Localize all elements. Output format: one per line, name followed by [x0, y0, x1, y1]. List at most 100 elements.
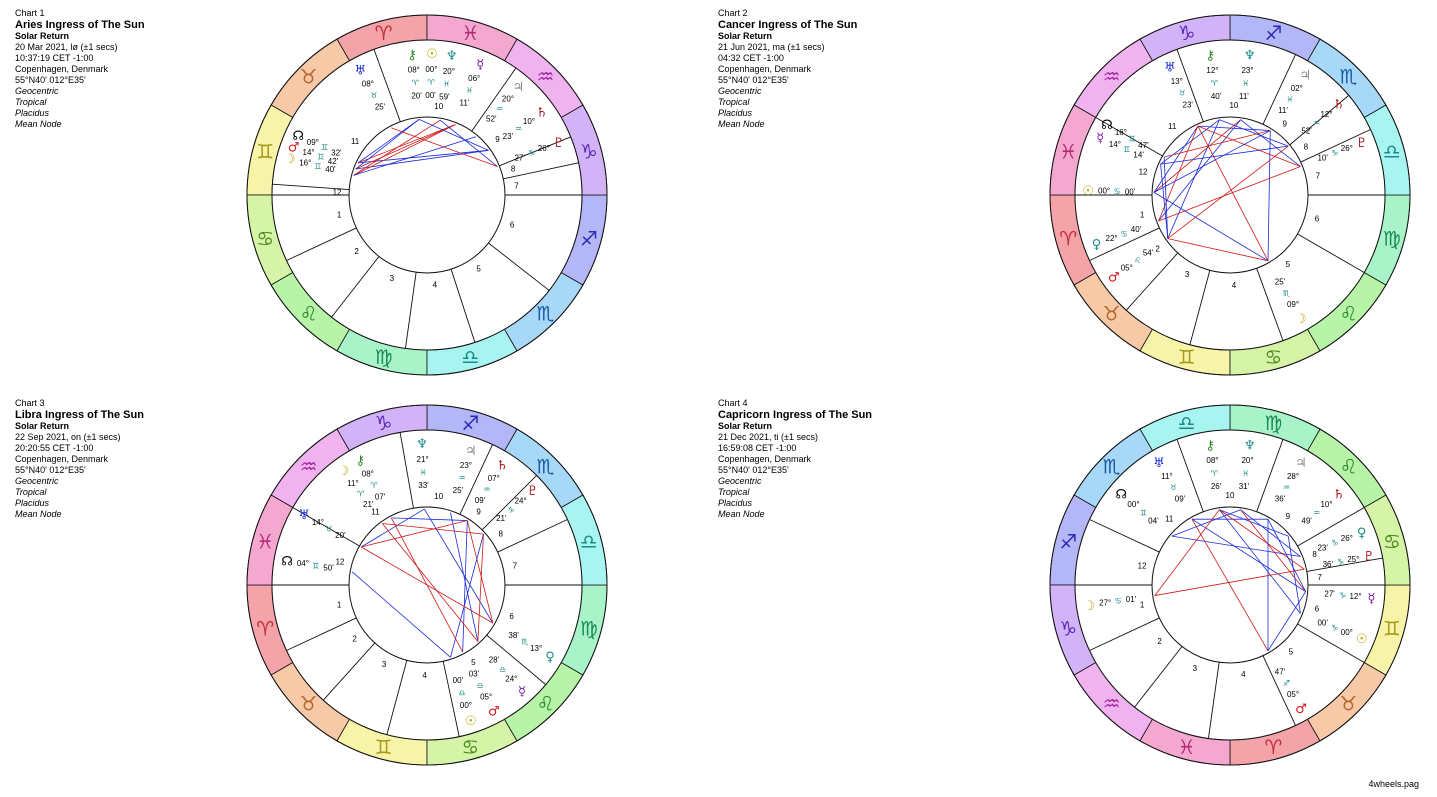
planet-degree: 27°: [1099, 599, 1111, 608]
planet-glyph: ⚷: [1205, 438, 1215, 453]
planet-glyph: ♅: [1164, 60, 1176, 75]
planet-sign: ♑: [1331, 623, 1338, 632]
planet-degree: 23°: [460, 461, 472, 470]
chart-date: 22 Sep 2021, on (±1 secs): [15, 432, 121, 442]
chart-title: Aries Ingress of The Sun: [15, 19, 145, 31]
planet-degree: 24°: [515, 497, 527, 506]
planet-sign: ♋: [1120, 230, 1127, 239]
chart-setting: Placidus: [15, 498, 50, 508]
planet-degree: 02°: [1291, 84, 1303, 93]
zodiac-sign-glyph: ♌: [1339, 301, 1357, 325]
planet-glyph: ☉: [1082, 184, 1094, 199]
planet-minute: 36': [1323, 560, 1334, 569]
planet-degree: 24°: [505, 675, 517, 684]
house-number: 11: [1165, 515, 1174, 524]
zodiac-sign-glyph: ♌: [300, 301, 318, 325]
planet-glyph: ☽: [338, 464, 350, 479]
zodiac-sign-glyph: ♊: [1383, 616, 1401, 640]
planet-degree: 06°: [468, 74, 480, 83]
planet-degree: 09°: [1287, 300, 1299, 309]
house-number: 8: [498, 529, 503, 538]
zodiac-sign-glyph: ♈: [256, 616, 274, 640]
chart-setting: Tropical: [15, 97, 47, 107]
aspect-line: [466, 520, 494, 624]
zodiac-sign-glyph: ♓: [1059, 140, 1077, 164]
planet-minute: 32': [331, 149, 342, 158]
planet-sign: ♎: [499, 665, 506, 674]
planet-minute: 01': [1126, 595, 1137, 604]
planet-minute: 10': [1317, 154, 1328, 163]
chart-setting: Tropical: [15, 487, 47, 497]
zodiac-sign-glyph: ♑: [375, 411, 393, 435]
chart-place: Copenhagen, Denmark: [718, 64, 812, 74]
planet-minute: 25': [453, 486, 464, 495]
planet-degree: 16°: [1115, 128, 1127, 137]
planet-sign: ♌: [1134, 256, 1141, 265]
aspect-line: [361, 520, 468, 548]
aspect-line: [355, 124, 456, 170]
house-number: 6: [509, 612, 514, 621]
planet-minute: 14': [1133, 150, 1144, 159]
zodiac-sign-glyph: ♓: [1178, 735, 1196, 759]
chart-3-info: Chart 3 Libra Ingress of The Sun Solar R…: [15, 398, 144, 520]
planet-degree: 12°: [1206, 66, 1218, 75]
planet-minute: 20': [411, 92, 422, 101]
house-number: 10: [434, 102, 443, 111]
house-number: 12: [333, 188, 342, 197]
planet-degree: 08°: [362, 80, 374, 89]
planet-glyph: ☊: [281, 554, 293, 569]
planet-glyph: ♂: [1108, 270, 1120, 285]
zodiac-sign-glyph: ♏: [1103, 455, 1121, 479]
planet-sign: ♑: [1331, 149, 1338, 158]
planet-glyph: ☉: [465, 714, 477, 729]
house-number: 8: [1304, 143, 1309, 152]
planet-degree: 08°: [362, 470, 374, 479]
aspect-line: [1267, 130, 1271, 261]
planet-minute: 20': [335, 531, 346, 540]
planet-degree: 23°: [1241, 66, 1253, 75]
house-cusp-line: [1289, 95, 1350, 146]
house-number: 2: [352, 635, 357, 644]
house-number: 7: [1316, 172, 1321, 181]
planet-glyph: ♀: [1092, 238, 1102, 253]
house-number: 3: [390, 274, 395, 283]
zodiac-sign-glyph: ♊: [256, 140, 274, 164]
house-cusp-line: [450, 269, 476, 343]
aspect-line: [1197, 125, 1271, 131]
planet-minute: 23': [503, 132, 514, 141]
house-number: 3: [382, 660, 387, 669]
house-number: 3: [1193, 664, 1198, 673]
aspect-line: [355, 149, 489, 170]
planet-sign: ♑: [507, 505, 514, 514]
aspect-line: [355, 119, 420, 170]
outer-ring: [246, 404, 608, 766]
house-number: 1: [337, 210, 342, 219]
chart-setting: Placidus: [718, 498, 753, 508]
chart-place: Copenhagen, Denmark: [15, 454, 109, 464]
house-number: 7: [514, 182, 519, 191]
zodiac-sign-glyph: ♉: [1103, 301, 1121, 325]
chart-setting: Mean Node: [718, 119, 765, 129]
aspect-line: [439, 119, 498, 167]
planet-glyph: ♆: [446, 49, 458, 64]
planet-glyph: ☊: [1101, 118, 1113, 133]
planet-glyph: ♆: [1244, 48, 1256, 63]
zodiac-sign-glyph: ♎: [461, 345, 479, 369]
chart-subtitle: Solar Return: [15, 421, 70, 431]
chart-setting: Mean Node: [15, 119, 62, 129]
planet-minute: 52': [486, 114, 497, 123]
house-number: 2: [1155, 245, 1160, 254]
planet-minute: 00': [453, 676, 464, 685]
zodiac-sign-glyph: ♈: [1264, 735, 1282, 759]
chart-setting: Geocentric: [718, 86, 762, 96]
house-cusp-line: [503, 162, 579, 180]
planet-glyph: ☿: [1367, 591, 1375, 606]
planet-sign: ♏: [1283, 289, 1291, 298]
zodiac-sign-glyph: ♏: [536, 301, 554, 325]
planet-degree: 05°: [480, 692, 492, 701]
planet-glyph: ♇: [527, 484, 539, 499]
aspect-line: [450, 512, 479, 642]
aspect-line: [1197, 125, 1269, 262]
chart-title: Libra Ingress of The Sun: [15, 409, 144, 421]
